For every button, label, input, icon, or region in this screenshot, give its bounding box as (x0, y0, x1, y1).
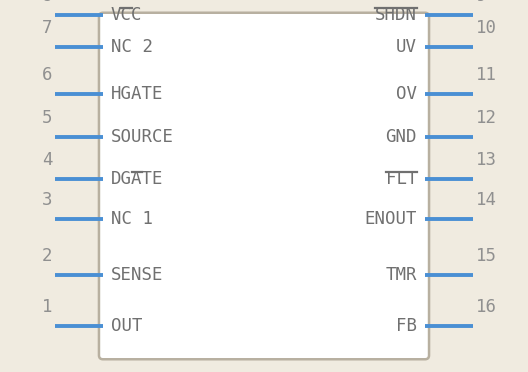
Text: 15: 15 (476, 247, 496, 265)
Text: SENSE: SENSE (111, 266, 164, 284)
Text: 5: 5 (42, 109, 52, 126)
Text: 6: 6 (42, 66, 52, 84)
Text: SHDN: SHDN (375, 6, 417, 24)
Text: FB: FB (396, 317, 417, 335)
Text: 9: 9 (476, 0, 486, 5)
Text: SOURCE: SOURCE (111, 128, 174, 145)
Text: 3: 3 (42, 192, 52, 209)
FancyBboxPatch shape (99, 13, 429, 359)
Text: OV: OV (396, 85, 417, 103)
Text: 10: 10 (476, 19, 496, 37)
Text: 16: 16 (476, 298, 496, 316)
Text: 14: 14 (476, 192, 496, 209)
Text: OUT: OUT (111, 317, 143, 335)
Text: DGATE: DGATE (111, 170, 164, 187)
Text: 12: 12 (476, 109, 496, 126)
Text: ENOUT: ENOUT (364, 211, 417, 228)
Text: TMR: TMR (385, 266, 417, 284)
Text: VCC: VCC (111, 6, 143, 24)
Text: NC 2: NC 2 (111, 38, 153, 56)
Text: NC 1: NC 1 (111, 211, 153, 228)
Text: 1: 1 (42, 298, 52, 316)
Text: UV: UV (396, 38, 417, 56)
Text: 8: 8 (42, 0, 52, 5)
Text: HGATE: HGATE (111, 85, 164, 103)
Text: FLT: FLT (385, 170, 417, 187)
Text: 13: 13 (476, 151, 496, 169)
Text: 2: 2 (42, 247, 52, 265)
Text: 11: 11 (476, 66, 496, 84)
Text: 7: 7 (42, 19, 52, 37)
Text: GND: GND (385, 128, 417, 145)
Text: 4: 4 (42, 151, 52, 169)
